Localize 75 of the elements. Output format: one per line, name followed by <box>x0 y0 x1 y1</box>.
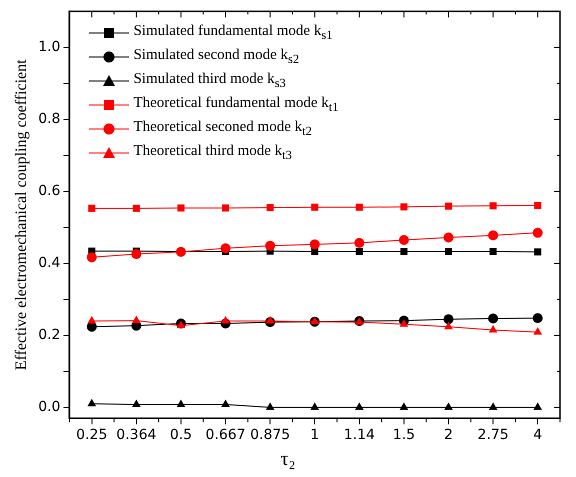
point <box>221 400 230 408</box>
point <box>87 398 96 406</box>
point <box>398 235 409 245</box>
point <box>444 322 453 330</box>
x-tick-label: 1 <box>310 427 320 444</box>
y-tick-label: 0.6 <box>38 183 61 200</box>
point <box>311 248 318 256</box>
point <box>400 402 408 410</box>
point <box>488 313 498 324</box>
point <box>265 240 276 251</box>
x-tick-label: 1.5 <box>392 427 416 444</box>
point <box>310 239 320 250</box>
point <box>490 202 497 210</box>
legend-label: Theoretical third mode k$_{t3}$ <box>133 143 292 164</box>
legend-label: Theoretical fundamental mode k$_{t1}$ <box>133 95 339 116</box>
y-tick-label: 0.0 <box>38 399 60 416</box>
point <box>176 400 186 408</box>
point <box>132 400 141 408</box>
legend-label: Simulated second mode k$_{s2}$ <box>133 47 300 68</box>
point <box>356 248 363 256</box>
point <box>220 243 231 254</box>
point <box>311 204 318 211</box>
y-axis-title: Effective electromechanical coupling coefficient <box>12 58 30 370</box>
point <box>444 402 453 410</box>
x-tick-label: 2 <box>444 427 453 444</box>
x-tick-label: 2.75 <box>478 427 509 444</box>
point <box>533 327 542 335</box>
point <box>132 204 140 212</box>
point <box>354 238 364 248</box>
x-tick-label: 1.14 <box>344 427 376 444</box>
point <box>400 203 408 210</box>
legend-label: Simulated fundamental mode k$_{s1}$ <box>133 23 332 44</box>
point <box>132 316 141 324</box>
point <box>444 202 452 210</box>
point <box>221 316 230 324</box>
point <box>444 314 454 324</box>
point <box>400 248 408 256</box>
point <box>488 325 498 332</box>
point <box>87 316 96 324</box>
x-tick-label: 4 <box>533 427 542 444</box>
x-tick-label: 0.667 <box>205 427 246 444</box>
x-tick-label: 0.364 <box>116 427 156 444</box>
point <box>532 313 543 324</box>
point <box>222 204 230 212</box>
point <box>86 252 97 262</box>
y-tick-label: 0.2 <box>38 327 60 344</box>
point <box>400 319 408 327</box>
point <box>266 402 274 410</box>
point <box>310 402 320 410</box>
point <box>356 204 363 211</box>
point <box>488 402 498 410</box>
x-tick-label: 0.25 <box>76 427 108 444</box>
point <box>266 316 274 324</box>
point <box>354 402 364 410</box>
point <box>490 248 497 256</box>
point <box>533 402 542 410</box>
x-tick-label: 0.5 <box>170 427 192 444</box>
point <box>310 316 320 324</box>
y-tick-label: 1.0 <box>38 39 60 56</box>
x-axis-title: τ₂ <box>279 448 296 471</box>
legend-label: Theoretical seconed mode k$_{t2}$ <box>133 119 312 140</box>
point <box>131 249 142 260</box>
point <box>177 204 184 212</box>
point <box>88 204 96 212</box>
point <box>266 204 274 212</box>
point <box>532 228 543 238</box>
point <box>444 232 454 242</box>
point <box>534 248 542 256</box>
point <box>488 230 498 240</box>
legend-label: Simulated third mode k$_{s3}$ <box>133 71 286 92</box>
y-tick-label: 0.4 <box>38 255 61 272</box>
point <box>534 202 542 209</box>
y-tick-label: 0.8 <box>38 111 60 128</box>
x-tick-label: 0.875 <box>250 427 290 444</box>
point <box>444 248 452 256</box>
